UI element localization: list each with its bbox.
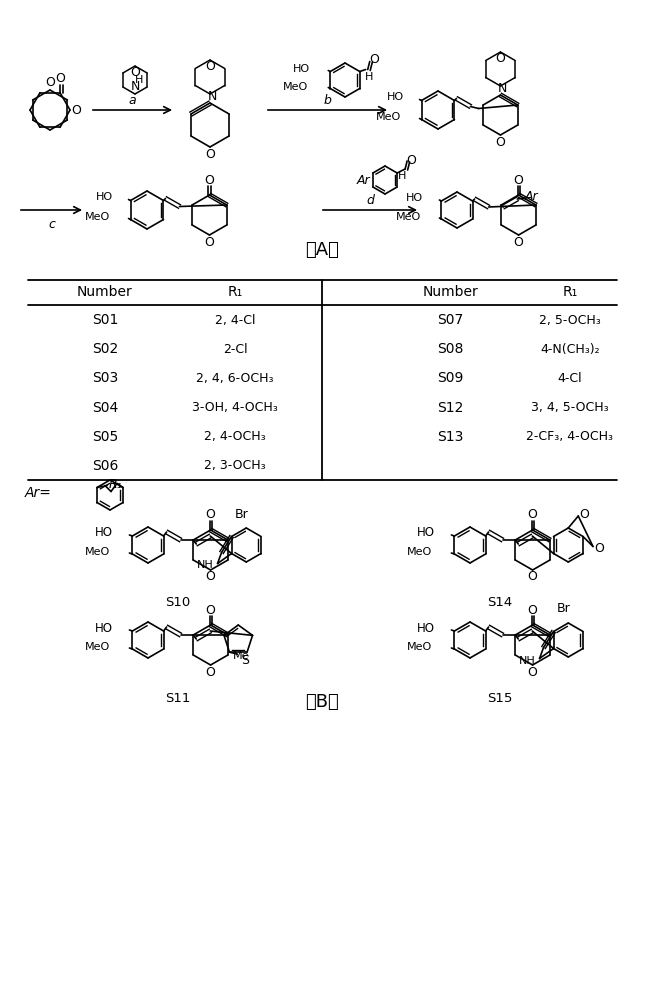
Text: 2-CF₃, 4-OCH₃: 2-CF₃, 4-OCH₃ (526, 430, 613, 443)
Text: O: O (369, 53, 379, 66)
Text: S: S (241, 654, 249, 667)
Text: S12: S12 (437, 401, 463, 415)
Text: HO: HO (293, 64, 310, 74)
Text: O: O (528, 570, 537, 584)
Text: S01: S01 (92, 313, 118, 327)
Text: S13: S13 (437, 430, 463, 444)
Text: H: H (135, 75, 143, 85)
Text: （B）: （B） (305, 693, 339, 711)
Text: MeO: MeO (85, 547, 110, 557)
Text: O: O (579, 508, 589, 520)
Text: NH: NH (519, 656, 536, 666)
Text: MeO: MeO (85, 213, 110, 223)
Text: O: O (495, 135, 506, 148)
Text: Br: Br (557, 602, 570, 615)
Text: S02: S02 (92, 342, 118, 356)
Text: S08: S08 (437, 342, 463, 356)
Text: S06: S06 (92, 459, 118, 473)
Text: O: O (528, 603, 537, 616)
Text: S03: S03 (92, 371, 118, 385)
Text: H: H (364, 72, 373, 82)
Text: MeO: MeO (407, 547, 432, 557)
Text: N: N (130, 81, 140, 94)
Text: （A）: （A） (305, 241, 339, 259)
Text: 4-N(CH₃)₂: 4-N(CH₃)₂ (541, 343, 600, 356)
Text: O: O (205, 147, 215, 160)
Text: HO: HO (95, 192, 112, 202)
Text: MeO: MeO (376, 112, 402, 122)
Text: O: O (513, 174, 524, 186)
Text: O: O (206, 603, 215, 616)
Text: 2, 4, 6-OCH₃: 2, 4, 6-OCH₃ (196, 372, 273, 385)
Text: Br: Br (234, 508, 248, 520)
Text: NH: NH (197, 560, 214, 570)
Text: Number: Number (77, 286, 133, 300)
Text: 2, 3-OCH₃: 2, 3-OCH₃ (204, 460, 266, 473)
Text: 3-OH, 4-OCH₃: 3-OH, 4-OCH₃ (192, 401, 278, 414)
Text: 2, 4-Cl: 2, 4-Cl (215, 314, 255, 327)
Text: MeO: MeO (283, 82, 308, 92)
Text: S15: S15 (488, 692, 513, 704)
Text: O: O (206, 570, 215, 584)
Text: MeO: MeO (407, 642, 432, 652)
Text: 2, 5-OCH₃: 2, 5-OCH₃ (539, 314, 601, 327)
Text: Number: Number (422, 286, 478, 300)
Text: Me: Me (233, 651, 250, 661)
Text: S07: S07 (437, 313, 463, 327)
Text: S11: S11 (165, 692, 191, 704)
Text: Ar=: Ar= (25, 486, 52, 500)
Text: O: O (71, 104, 81, 116)
Text: O: O (130, 66, 140, 80)
Text: O: O (594, 542, 604, 555)
Text: S05: S05 (92, 430, 118, 444)
Text: a: a (129, 94, 136, 106)
Text: HO: HO (94, 526, 112, 540)
Text: S09: S09 (437, 371, 463, 385)
Text: O: O (495, 52, 506, 66)
Text: 2-Cl: 2-Cl (223, 343, 247, 356)
Text: O: O (204, 235, 214, 248)
Text: O: O (206, 508, 215, 522)
Text: N: N (498, 82, 507, 95)
Text: 2, 4-OCH₃: 2, 4-OCH₃ (204, 430, 266, 443)
Text: HO: HO (406, 193, 423, 203)
Text: S14: S14 (488, 596, 513, 609)
Text: R₁: R₁ (562, 286, 578, 300)
Text: O: O (528, 508, 537, 522)
Text: b: b (324, 94, 332, 106)
Text: MeO: MeO (396, 212, 421, 222)
Text: Ar: Ar (524, 190, 538, 204)
Text: O: O (206, 666, 215, 678)
Text: Ar: Ar (356, 174, 370, 186)
Text: O: O (406, 154, 416, 167)
Text: 4-Cl: 4-Cl (558, 372, 582, 385)
Text: O: O (45, 77, 55, 90)
Text: O: O (513, 235, 524, 248)
Text: S10: S10 (165, 596, 191, 609)
Text: O: O (204, 174, 214, 186)
Text: O: O (55, 72, 65, 85)
Text: MeO: MeO (85, 642, 110, 652)
Text: O: O (528, 666, 537, 678)
Text: R₁: R₁ (228, 286, 243, 300)
Text: HO: HO (417, 526, 435, 540)
Text: HO: HO (417, 621, 435, 635)
Text: R₁: R₁ (108, 478, 122, 491)
Text: c: c (48, 218, 55, 231)
Text: HO: HO (386, 93, 404, 103)
Text: N: N (207, 90, 217, 103)
Text: d: d (366, 194, 374, 207)
Text: H: H (398, 171, 406, 181)
Text: O: O (205, 60, 215, 74)
Text: 3, 4, 5-OCH₃: 3, 4, 5-OCH₃ (531, 401, 609, 414)
Text: S04: S04 (92, 401, 118, 415)
Text: HO: HO (94, 621, 112, 635)
